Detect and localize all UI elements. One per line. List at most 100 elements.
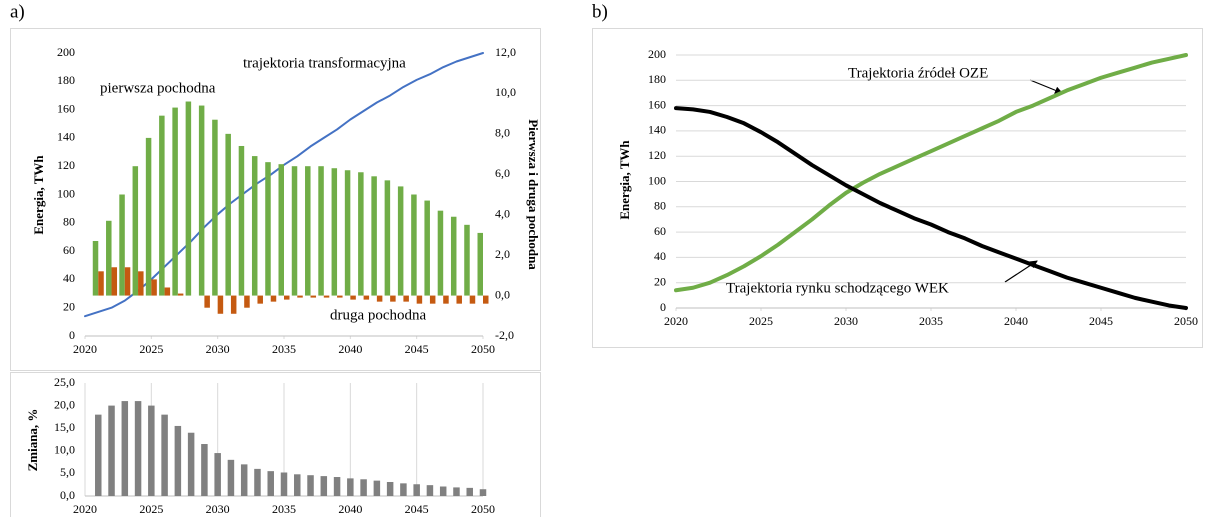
y-tick-label: 200 (648, 47, 666, 61)
bar (464, 224, 470, 296)
bar (437, 210, 444, 296)
bar (111, 267, 118, 296)
bar (92, 240, 99, 296)
panel-frame (592, 28, 1203, 348)
y-axis-title: Energia, TWh (31, 155, 46, 235)
bar (159, 115, 165, 296)
bar (453, 487, 460, 496)
y2-tick-label: 0,0 (495, 287, 510, 301)
panel-frame (10, 28, 541, 371)
bar (148, 405, 155, 496)
y-tick-label: 140 (648, 123, 666, 137)
line (674, 53, 1188, 293)
bar (297, 295, 303, 298)
panel-label: a) (10, 1, 25, 22)
bar (124, 267, 131, 296)
y-tick-label: 10,0 (54, 443, 75, 457)
y-tick-label: 160 (648, 97, 666, 111)
bar (307, 475, 314, 496)
bar (172, 107, 178, 296)
bar (98, 271, 104, 296)
bar (347, 478, 354, 496)
x-tick-label: 2040 (338, 342, 362, 356)
x-tick-label: 2025 (749, 314, 773, 328)
y-axis-title: Energia, TWh (617, 140, 632, 220)
bar (305, 166, 311, 296)
bar (108, 405, 115, 496)
series-label: Trajektoria źródeł OZE (848, 65, 988, 81)
x-tick-label: 2035 (919, 314, 943, 328)
bar (204, 295, 210, 308)
bar (350, 295, 356, 300)
y-tick-label: 180 (648, 72, 666, 86)
series-label: druga pochodna (330, 307, 427, 323)
bar (479, 489, 487, 496)
bar (400, 483, 407, 496)
y2-tick-label: 6,0 (495, 166, 510, 180)
x-tick-label: 2035 (272, 502, 296, 516)
bar (429, 295, 436, 304)
y-tick-label: 80 (654, 199, 666, 213)
bar (397, 186, 404, 296)
y2-tick-label: 2,0 (495, 247, 510, 261)
bar (244, 295, 250, 308)
y2-tick-label: 8,0 (495, 126, 510, 140)
bar (320, 476, 328, 496)
bar (265, 162, 271, 296)
panel-frame (10, 372, 541, 517)
bar (270, 295, 277, 302)
y2-tick-label: 12,0 (495, 45, 516, 59)
bar (214, 453, 221, 496)
y-tick-label: 20 (654, 274, 666, 288)
bar (177, 293, 184, 296)
bar (225, 133, 231, 296)
y-tick-label: 5,0 (60, 465, 75, 479)
bar (390, 295, 396, 302)
bar (344, 170, 351, 296)
y-tick-label: 160 (57, 101, 75, 115)
y-tick-label: 40 (654, 249, 666, 263)
bar (333, 477, 341, 496)
bar (318, 166, 324, 296)
panel-label: b) (592, 1, 608, 22)
bar (106, 220, 112, 296)
bar (426, 485, 434, 496)
y-tick-label: 120 (57, 158, 75, 172)
x-tick-label: 2040 (338, 502, 362, 516)
y-tick-label: 140 (57, 130, 75, 144)
bar (251, 156, 258, 296)
bar (456, 295, 462, 304)
bar (337, 295, 343, 298)
bar (413, 484, 420, 496)
x-tick-label: 2030 (206, 502, 230, 516)
y2-tick-label: -2,0 (495, 328, 514, 342)
y-tick-label: 25,0 (54, 375, 75, 389)
x-tick-label: 2045 (405, 502, 429, 516)
bar (121, 401, 129, 496)
bar (201, 444, 208, 496)
bar (185, 101, 192, 296)
x-tick-label: 2030 (206, 342, 230, 356)
x-tick-label: 2025 (139, 502, 163, 516)
x-tick-label: 2045 (1089, 314, 1113, 328)
bar (323, 295, 330, 298)
bar (466, 487, 473, 496)
bar (280, 472, 288, 496)
x-tick-label: 2020 (664, 314, 688, 328)
bar (358, 172, 364, 296)
x-tick-label: 2040 (1004, 314, 1028, 328)
bar (119, 194, 125, 296)
y-tick-label: 0 (69, 328, 75, 342)
x-tick-label: 2045 (405, 342, 429, 356)
y-tick-label: 200 (57, 45, 75, 59)
bar (257, 295, 263, 304)
y-tick-label: 0,0 (60, 488, 75, 502)
y-tick-label: 100 (57, 186, 75, 200)
y-tick-label: 15,0 (54, 420, 75, 434)
bar (416, 295, 423, 304)
x-tick-label: 2020 (73, 342, 97, 356)
y-tick-label: 100 (648, 173, 666, 187)
bar (95, 414, 102, 496)
y-tick-label: 60 (63, 243, 75, 257)
